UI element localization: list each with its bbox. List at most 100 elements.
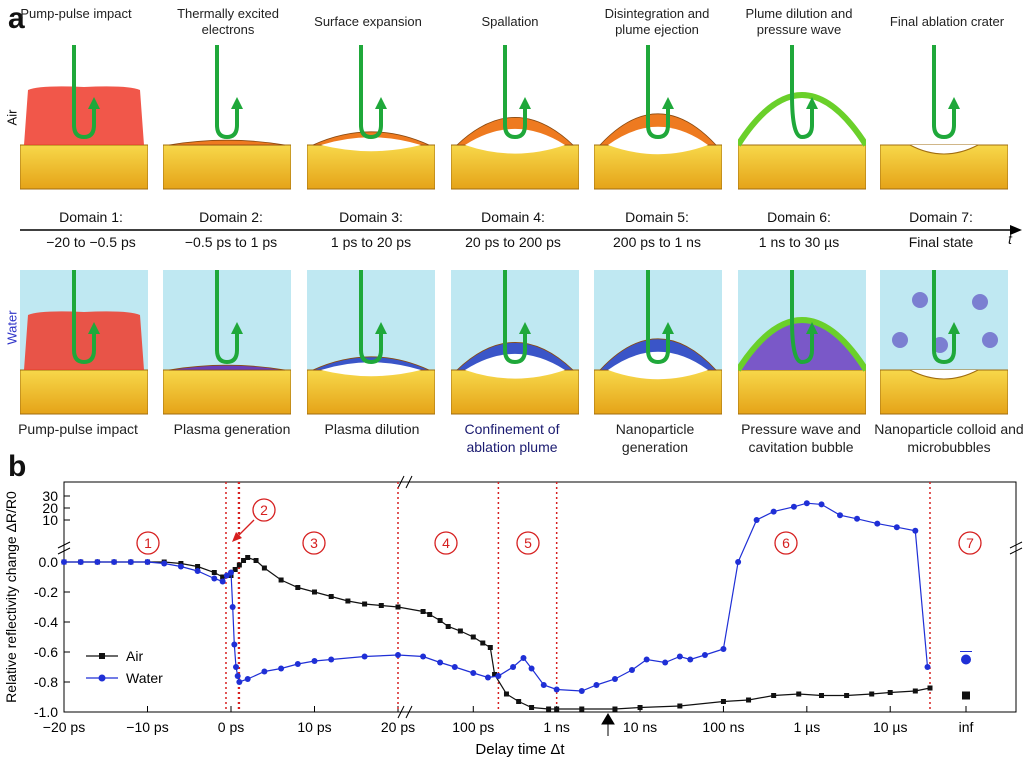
water-data-point [893, 524, 900, 531]
laser-beam [932, 270, 956, 365]
water-data-point [127, 559, 134, 565]
air-data-point [328, 594, 334, 599]
water-data-point [628, 667, 635, 673]
water-data-point [328, 656, 335, 663]
series-line-air [64, 556, 931, 710]
water-data-point [470, 670, 477, 676]
target-plate [163, 144, 291, 190]
laser-pulse-glow [24, 311, 144, 370]
air-label: Air [4, 109, 20, 126]
spall-cavity [321, 362, 421, 377]
stage-caption: Confinement of ablation plume [464, 421, 560, 455]
water-data-point [231, 641, 238, 648]
water-data-point [395, 652, 401, 658]
domain-marker [252, 498, 276, 522]
microbubble [912, 292, 928, 308]
spall-cavity [608, 126, 708, 155]
pressure-wave [738, 92, 866, 147]
final-crater [909, 144, 979, 155]
water-data-point [520, 655, 527, 661]
air-data-point [516, 699, 522, 704]
x-tick-label: 10 ps [297, 719, 331, 735]
air-data-point [637, 705, 643, 710]
x-tick-label: 1 µs [793, 719, 820, 735]
time-axis-arrow-icon [1010, 225, 1022, 235]
water-data-point [211, 575, 218, 582]
panel-a-label: a [8, 2, 25, 35]
water-data-point [854, 515, 861, 522]
x-tick-label: 20 ps [381, 719, 415, 735]
domain-marker-label: 7 [966, 535, 974, 551]
final-crater [909, 369, 979, 380]
stage-title: Spallation [481, 14, 539, 29]
domain-title: Domain 7: [909, 209, 973, 225]
laser-beam [503, 45, 527, 140]
air-data-point [887, 690, 893, 695]
y-tick-label: -0.6 [34, 644, 58, 660]
water-data-point [194, 568, 201, 574]
water-data-point [261, 668, 268, 675]
water-data-point [223, 572, 230, 579]
series-line-water [64, 502, 929, 692]
reflected-beam-arrow-icon [519, 97, 531, 109]
x-tick-label: 100 ps [452, 719, 494, 735]
air-data-point [395, 604, 401, 610]
reflected-beam-arrow-icon [88, 97, 100, 109]
reflected-beam-arrow-icon [231, 97, 243, 109]
water-data-point [437, 659, 444, 666]
y-tick-label: 10 [42, 512, 58, 528]
water-data-point [420, 653, 427, 660]
water-data-point [912, 527, 919, 534]
reflected-beam-arrow-icon [806, 97, 818, 109]
target-plate [738, 144, 866, 190]
air-panel-6 [738, 45, 866, 190]
reflected-beam-arrow-icon [948, 97, 960, 109]
domain-marker [516, 531, 540, 555]
air-data-point [245, 555, 251, 560]
spall-cavity [321, 137, 421, 152]
water-data-point [484, 674, 491, 681]
water-data-point [553, 686, 560, 693]
pressure-wave [738, 317, 866, 372]
x-break-mark [397, 475, 413, 489]
stage-title: Final ablation crater [889, 14, 1005, 29]
laser-beam [72, 270, 96, 365]
air-data-point [579, 706, 585, 712]
laser-beam [790, 45, 814, 140]
domain-marker [136, 531, 160, 555]
x-tick-label: −10 ps [126, 719, 168, 735]
air-data-point [529, 705, 535, 710]
air-data-point [927, 685, 933, 691]
air-panel-3 [307, 45, 435, 190]
water-data-point [495, 673, 502, 679]
time-axis-symbol: t [1008, 231, 1012, 247]
water-data-point [234, 673, 241, 679]
target-plate [738, 369, 866, 415]
y-tick-label: -0.4 [34, 614, 58, 630]
water-data-point [233, 664, 240, 670]
x-axis-label: Delay time Δt [475, 741, 565, 758]
time-axis [20, 225, 1022, 235]
air-data-point [345, 598, 351, 604]
air-data-point [612, 706, 618, 712]
water-data-point [720, 646, 727, 652]
domain-title: Domain 6: [767, 209, 831, 225]
stage-caption: Plasma generation [173, 421, 291, 437]
spall-cavity [465, 128, 565, 154]
water-data-point [803, 500, 810, 507]
water-data-point [61, 559, 67, 565]
air-data-point [236, 562, 242, 568]
air-data-point [241, 558, 247, 563]
legend-marker [98, 674, 106, 682]
air-data-point [554, 706, 560, 712]
x-tick-label: 0 ps [218, 719, 244, 735]
water-data-point [643, 656, 650, 663]
air-data-point [457, 628, 463, 634]
domain-title: Domain 2: [199, 209, 263, 225]
ablation-plume [168, 139, 286, 146]
water-panel-7 [880, 270, 1008, 415]
air-data-point [362, 601, 368, 607]
water-data-point [540, 682, 547, 688]
domain-range: 1 ps to 20 ps [330, 234, 412, 250]
